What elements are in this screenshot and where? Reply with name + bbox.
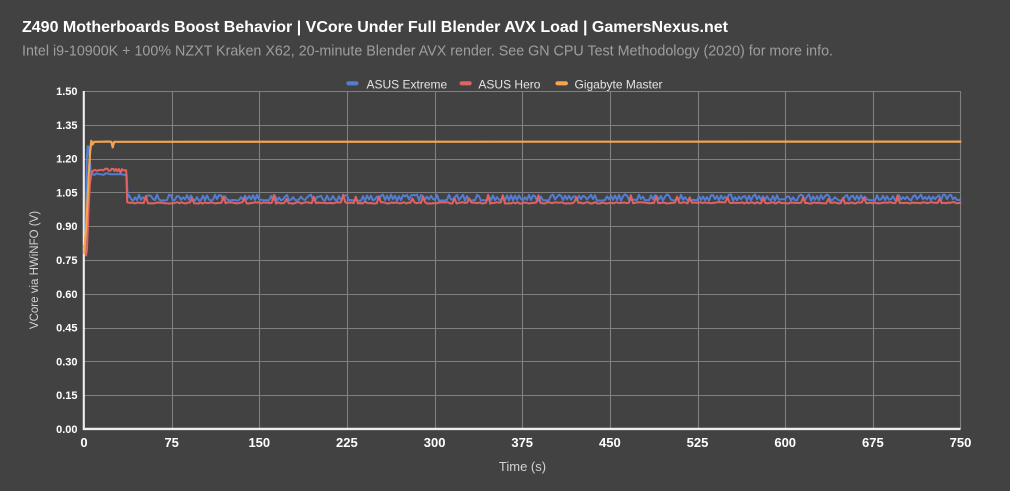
svg-text:0.45: 0.45: [56, 323, 77, 335]
svg-text:600: 600: [774, 435, 796, 450]
svg-text:0: 0: [80, 435, 87, 450]
svg-text:0.90: 0.90: [56, 221, 77, 233]
svg-text:0.60: 0.60: [56, 289, 77, 301]
svg-text:300: 300: [424, 435, 446, 450]
svg-text:525: 525: [687, 435, 709, 450]
svg-text:150: 150: [248, 435, 270, 450]
svg-text:1.20: 1.20: [56, 154, 77, 166]
svg-text:Z490 Motherboards Boost Behavi: Z490 Motherboards Boost Behavior | VCore…: [22, 19, 729, 36]
svg-text:ASUS Extreme: ASUS Extreme: [367, 78, 448, 92]
svg-text:0.00: 0.00: [56, 424, 77, 436]
svg-text:ASUS Hero: ASUS Hero: [478, 78, 540, 92]
svg-text:Gigabyte Master: Gigabyte Master: [575, 78, 663, 92]
svg-text:0.75: 0.75: [56, 255, 77, 267]
svg-text:675: 675: [862, 435, 884, 450]
svg-text:750: 750: [950, 435, 972, 450]
svg-text:0.15: 0.15: [56, 390, 77, 402]
svg-text:VCore via HWiNFO (V): VCore via HWiNFO (V): [29, 211, 41, 329]
svg-text:375: 375: [511, 435, 533, 450]
svg-text:0.30: 0.30: [56, 356, 77, 368]
svg-text:1.50: 1.50: [56, 86, 77, 98]
svg-text:450: 450: [599, 435, 621, 450]
svg-text:225: 225: [336, 435, 358, 450]
svg-text:Time (s): Time (s): [499, 459, 546, 474]
svg-text:1.35: 1.35: [56, 120, 77, 132]
svg-text:Intel i9-10900K + 100% NZXT Kr: Intel i9-10900K + 100% NZXT Kraken X62, …: [22, 44, 833, 60]
svg-text:1.05: 1.05: [56, 187, 77, 199]
svg-text:75: 75: [164, 435, 178, 450]
